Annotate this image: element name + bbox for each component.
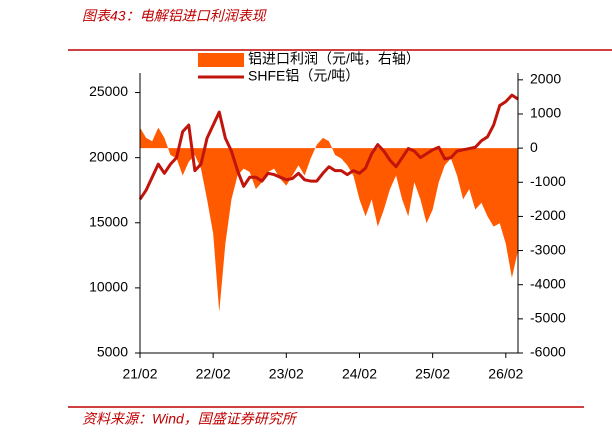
chart-title: 图表43：电解铝进口利润表现: [82, 8, 268, 24]
y2-tick-label: -5000: [530, 310, 566, 326]
x-tick-label: 26/02: [488, 366, 523, 382]
legend-label: SHFE铝（元/吨）: [248, 68, 359, 84]
y2-tick-label: -6000: [530, 344, 566, 360]
y2-tick-label: 0: [530, 139, 538, 155]
y2-tick-label: -4000: [530, 275, 566, 291]
y2-tick-label: 2000: [530, 71, 561, 87]
y-tick-label: 5000: [97, 344, 128, 360]
y2-tick-label: -2000: [530, 207, 566, 223]
area: [140, 127, 518, 313]
x-tick-label: 22/02: [196, 366, 231, 382]
y2-tick-label: -3000: [530, 241, 566, 257]
y-tick-label: 15000: [89, 213, 128, 229]
y2-tick-label: 1000: [530, 105, 561, 121]
legend-swatch: [198, 53, 244, 67]
line: [138, 93, 519, 201]
y-tick-label: 20000: [89, 148, 128, 164]
legend-label: 铝进口利润（元/吨，右轴）: [248, 51, 420, 67]
y-tick-label: 10000: [89, 279, 128, 295]
x-tick-label: 25/02: [415, 366, 450, 382]
x-tick-label: 24/02: [342, 366, 377, 382]
y-tick-label: 25000: [89, 83, 128, 99]
x-tick-label: 23/02: [269, 366, 304, 382]
x-tick-label: 21/02: [122, 366, 157, 382]
source: 资料来源：Wind，国盛证券研究所: [82, 411, 298, 427]
y2-tick-label: -1000: [530, 173, 566, 189]
